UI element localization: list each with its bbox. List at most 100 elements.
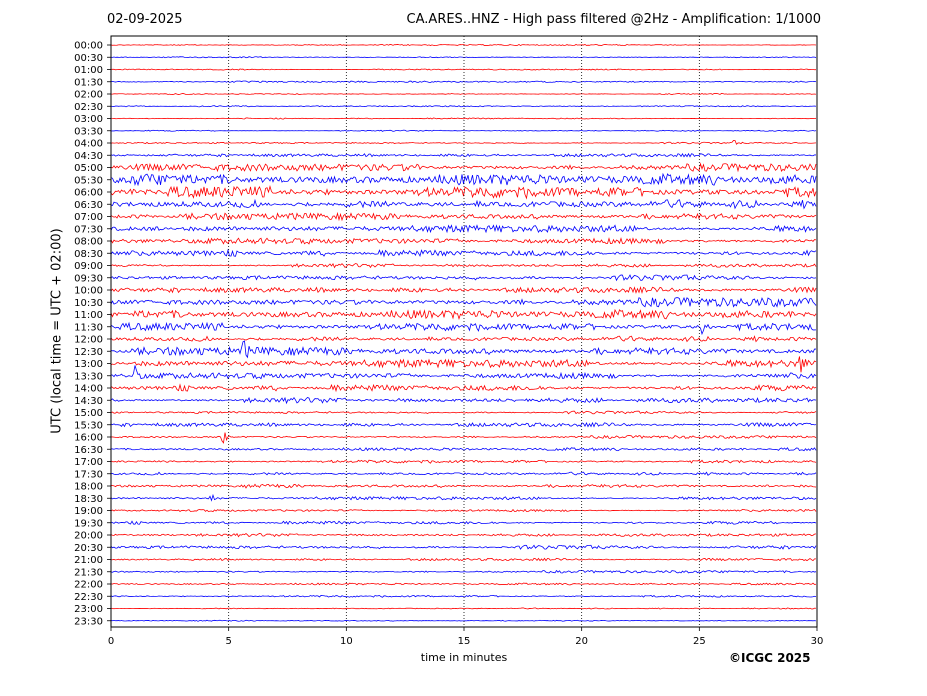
y-tick-label: 15:00 (74, 408, 103, 419)
y-tick-label: 06:00 (74, 188, 103, 199)
y-tick-label: 17:00 (74, 457, 103, 468)
y-tick-label: 07:00 (74, 212, 103, 223)
x-tick-label: 10 (340, 636, 353, 647)
y-tick-label: 09:00 (74, 261, 103, 272)
y-tick-label: 05:00 (74, 163, 103, 174)
y-tick-label: 22:30 (74, 592, 103, 603)
trace-row (110, 152, 817, 158)
trace-row (110, 140, 817, 145)
y-tick-label: 00:30 (74, 53, 103, 64)
y-tick-label: 19:00 (74, 506, 103, 517)
y-tick-label: 08:30 (74, 249, 103, 260)
date-label: 02-09-2025 (107, 12, 183, 27)
y-tick-label: 11:00 (74, 310, 103, 321)
y-tick-label: 09:30 (74, 273, 103, 284)
y-tick-label: 18:00 (74, 482, 103, 493)
trace-row (110, 263, 817, 269)
trace-row (110, 520, 817, 525)
chart-title: CA.ARES..HNZ - High pass filtered @2Hz -… (406, 12, 821, 27)
y-tick-label: 15:30 (74, 420, 103, 431)
trace-row (110, 396, 817, 405)
y-tick-label: 01:30 (74, 77, 103, 88)
y-tick-label: 04:30 (74, 151, 103, 162)
y-tick-label: 13:30 (74, 371, 103, 382)
y-tick-label: 16:00 (74, 433, 103, 444)
trace-row (110, 68, 817, 71)
x-axis-label: time in minutes (420, 651, 508, 664)
y-tick-label: 06:30 (74, 200, 103, 211)
y-tick-label: 14:30 (74, 396, 103, 407)
trace-row (110, 340, 817, 359)
trace-row (110, 248, 817, 258)
trace-row (110, 129, 817, 132)
x-tick-label: 0 (108, 636, 114, 647)
trace-row (110, 582, 817, 586)
y-tick-label: 02:30 (74, 102, 103, 113)
y-tick-label: 14:00 (74, 384, 103, 395)
trace-row (110, 56, 817, 59)
y-tick-label: 07:30 (74, 224, 103, 235)
trace-row (110, 198, 817, 210)
y-tick-label: 13:00 (74, 359, 103, 370)
y-tick-label: 12:00 (74, 335, 103, 346)
traces (110, 43, 817, 622)
y-tick-label: 05:30 (74, 175, 103, 186)
trace-row (110, 493, 817, 502)
y-tick-label: 11:30 (74, 322, 103, 333)
trace-row (110, 117, 817, 120)
trace-row (110, 557, 817, 562)
y-tick-label: 00:00 (74, 41, 103, 52)
y-tick-label: 10:30 (74, 298, 103, 309)
y-tick-label: 17:30 (74, 469, 103, 480)
trace-row (110, 185, 817, 200)
y-tick-label: 20:30 (74, 543, 103, 554)
trace-row (110, 43, 817, 47)
trace-row (110, 211, 817, 222)
trace-row (110, 296, 817, 308)
trace-row (110, 483, 817, 489)
y-tick-label: 03:30 (74, 126, 103, 137)
trace-row (110, 607, 817, 610)
trace-row (110, 80, 817, 83)
trace-row (110, 321, 817, 336)
trace-row (110, 93, 817, 95)
y-tick-label: 21:30 (74, 567, 103, 578)
trace-row (110, 383, 817, 393)
y-tick-label: 18:30 (74, 494, 103, 505)
x-tick-label: 15 (458, 636, 471, 647)
trace-row (110, 356, 817, 373)
trace-row (110, 619, 817, 622)
trace-row (110, 421, 817, 428)
trace-row (110, 544, 817, 550)
trace-row (110, 365, 817, 380)
y-tick-label: 04:00 (74, 139, 103, 150)
trace-row (110, 410, 817, 415)
y-tick-label: 21:00 (74, 555, 103, 566)
y-tick-label: 16:30 (74, 445, 103, 456)
y-tick-label: 19:30 (74, 518, 103, 529)
y-tick-label: 20:00 (74, 531, 103, 542)
trace-row (110, 285, 817, 295)
trace-row (110, 162, 817, 173)
trace-row (110, 172, 817, 187)
y-tick-label: 08:00 (74, 237, 103, 248)
y-tick-label: 03:00 (74, 114, 103, 125)
trace-row (110, 508, 817, 513)
trace-row (110, 335, 817, 343)
trace-row (110, 308, 817, 321)
trace-row (110, 274, 817, 282)
trace-row (110, 569, 817, 574)
y-tick-label: 23:00 (74, 604, 103, 615)
x-tick-label: 20 (575, 636, 588, 647)
x-tick-label: 25 (693, 636, 706, 647)
trace-row (110, 447, 817, 452)
trace-row (110, 594, 817, 598)
trace-row (110, 532, 817, 538)
y-tick-label: 10:00 (74, 286, 103, 297)
copyright-label: ©ICGC 2025 (729, 651, 811, 665)
y-tick-label: 23:30 (74, 616, 103, 627)
x-tick-label: 5 (225, 636, 231, 647)
trace-row (110, 471, 817, 476)
x-tick-label: 30 (811, 636, 824, 647)
